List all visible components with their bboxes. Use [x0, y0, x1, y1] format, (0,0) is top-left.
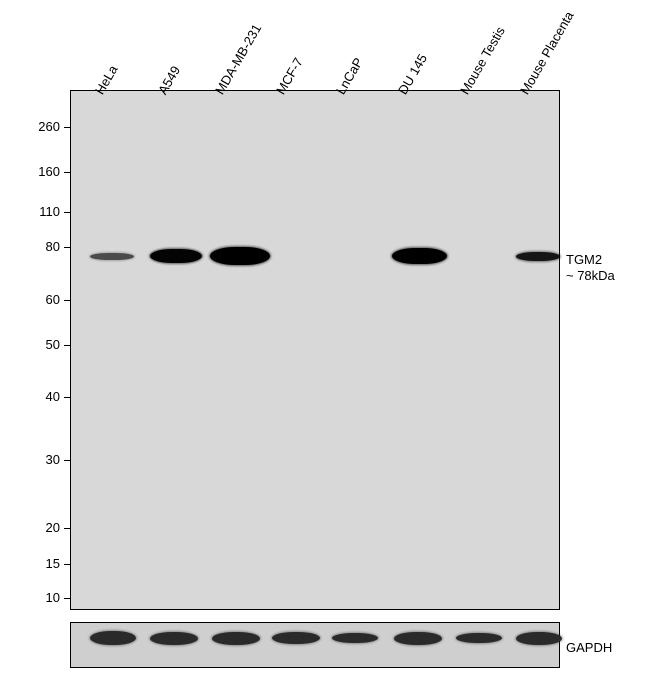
gapdh-band: [90, 631, 136, 645]
lane-label: MDA-MB-231: [212, 21, 264, 97]
mw-marker-label: 260: [20, 119, 60, 134]
mw-marker-label: 20: [20, 520, 60, 535]
mw-tick: [64, 247, 70, 248]
gapdh-band: [332, 633, 378, 643]
gapdh-band: [516, 632, 562, 645]
mw-marker-label: 50: [20, 337, 60, 352]
mw-marker-label: 110: [20, 204, 60, 219]
mw-marker-label: 80: [20, 239, 60, 254]
main-blot-area: [70, 90, 560, 610]
right-side-label: ~ 78kDa: [566, 268, 615, 283]
mw-tick: [64, 598, 70, 599]
gapdh-band: [456, 633, 502, 643]
tgm2-band: [90, 253, 134, 260]
mw-marker-label: 160: [20, 164, 60, 179]
mw-tick: [64, 460, 70, 461]
gapdh-blot-area: [70, 622, 560, 668]
mw-tick: [64, 564, 70, 565]
tgm2-band: [392, 248, 447, 264]
mw-marker-label: 15: [20, 556, 60, 571]
mw-tick: [64, 300, 70, 301]
mw-marker-label: 60: [20, 292, 60, 307]
mw-marker-label: 40: [20, 389, 60, 404]
gapdh-band: [272, 632, 320, 644]
right-side-label: GAPDH: [566, 640, 612, 655]
mw-tick: [64, 172, 70, 173]
gapdh-band: [212, 632, 260, 645]
tgm2-band: [150, 249, 202, 263]
right-side-label: TGM2: [566, 252, 602, 267]
mw-marker-label: 30: [20, 452, 60, 467]
lane-label: Mouse Testis: [457, 24, 508, 97]
lane-label: Mouse Placenta: [517, 9, 577, 97]
mw-tick: [64, 397, 70, 398]
tgm2-band: [210, 247, 270, 265]
mw-tick: [64, 345, 70, 346]
mw-tick: [64, 212, 70, 213]
gapdh-band: [150, 632, 198, 645]
mw-marker-label: 10: [20, 590, 60, 605]
tgm2-band: [516, 252, 560, 261]
mw-tick: [64, 528, 70, 529]
mw-tick: [64, 127, 70, 128]
gapdh-band: [394, 632, 442, 645]
